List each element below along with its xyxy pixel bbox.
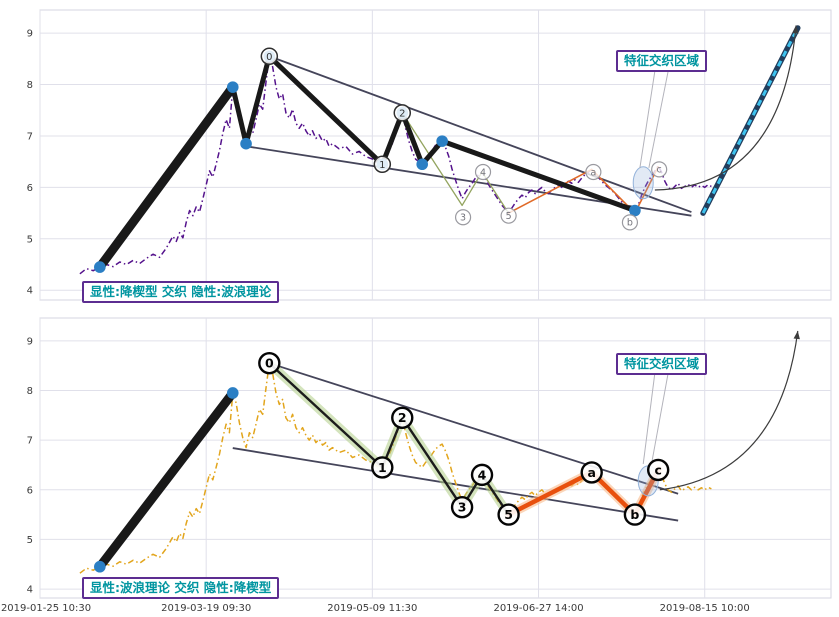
- trendline: [269, 55, 692, 213]
- wave-point-circle: [454, 209, 472, 226]
- pivot-dot: [94, 261, 106, 273]
- panel-top: 4 5 6 7 8 9 0 1 2 3 4 5 a b c: [27, 9, 832, 301]
- panel-bottom: 4 5 6 7 8 9 0 1 2 3 4 5 a b c: [27, 317, 832, 599]
- wave-point-circle: [621, 214, 639, 231]
- pivot-dot: [240, 137, 252, 150]
- wave-point-label: a: [590, 167, 596, 178]
- model-segment: [95, 388, 238, 572]
- pivot-dot: [629, 204, 641, 217]
- annotation-top-chart: 特征交织区域: [616, 50, 708, 72]
- wave-path: [507, 166, 660, 214]
- wave-point-circle: [371, 456, 394, 479]
- wave-path: [506, 467, 661, 517]
- pivot-dot: [226, 387, 239, 399]
- wave-point-label: 5: [504, 507, 513, 522]
- wave-point-circle: [651, 161, 668, 178]
- plot-frame: [39, 317, 832, 599]
- wave-point-circle: [585, 163, 602, 181]
- wave-point-label: c: [657, 165, 662, 176]
- annotation-leader-line: [639, 71, 656, 168]
- wave-point-label: c: [654, 462, 661, 477]
- legend-bottom-chart: 显性:波浪理论 交织 隐性:降楔型: [82, 577, 280, 599]
- legend-top-chart: 显性:降楔型 交织 隐性:波浪理论: [82, 281, 280, 303]
- wave-point-circle: [470, 463, 494, 487]
- y-tick-label: 6: [27, 183, 33, 194]
- arrow-head: [792, 25, 799, 34]
- x-axis-label: 2019-03-19 09:30: [161, 603, 251, 614]
- x-axis-label: 2019-05-09 11:30: [327, 603, 417, 614]
- wave-point-label: 1: [379, 160, 385, 171]
- wave-point-circle: [474, 163, 492, 181]
- wave-point-label: 2: [398, 410, 407, 425]
- wave-point-label: 1: [378, 460, 387, 475]
- wave-point-label: a: [587, 465, 595, 480]
- wave-point-label: 4: [478, 467, 487, 482]
- trendline: [269, 362, 679, 495]
- x-axis-label: 2019-06-27 14:00: [493, 603, 583, 614]
- wave-point-circle: [258, 351, 281, 375]
- wave-point-circle: [391, 406, 414, 429]
- wave-point-circle: [646, 458, 670, 482]
- wave-point-circle: [450, 495, 474, 519]
- y-tick-label: 4: [27, 286, 33, 297]
- wave-point-circle: [373, 155, 392, 174]
- plot-frame: [39, 9, 832, 301]
- y-tick-label: 9: [27, 336, 33, 347]
- wave-point-label: 3: [458, 500, 467, 515]
- annotation-leader-line: [648, 71, 669, 168]
- y-tick-label: 8: [27, 386, 33, 397]
- wave-point-label: 2: [399, 108, 405, 119]
- model-segment: [95, 82, 238, 272]
- x-axis-label: 2019-08-15 10:00: [660, 603, 750, 614]
- wave-point-label: 5: [506, 211, 512, 222]
- wave-point-label: 3: [460, 213, 466, 224]
- annotation-bottom-chart: 特征交织区域: [616, 353, 708, 375]
- wave-point-circle: [623, 503, 647, 526]
- y-tick-label: 9: [27, 29, 33, 40]
- x-axis-label: 2019-01-25 10:30: [1, 603, 91, 614]
- pivot-dot: [416, 158, 429, 171]
- wave-path: [401, 112, 510, 214]
- wave-point-label: 0: [265, 356, 274, 371]
- y-tick-label: 5: [27, 234, 33, 245]
- wave-point-label: b: [630, 507, 639, 522]
- y-tick-label: 8: [27, 80, 33, 91]
- pivot-dot: [94, 560, 106, 573]
- pivot-dot: [436, 135, 448, 147]
- wave-point-circle: [393, 104, 412, 122]
- wave-point-circle: [500, 207, 517, 224]
- highlight-ellipse: [632, 166, 654, 200]
- wave-point-label: b: [627, 218, 633, 229]
- trajectory-arrow: [654, 25, 797, 191]
- y-tick-label: 4: [27, 585, 33, 596]
- arrow-head: [793, 330, 800, 340]
- wave-point-label: 0: [266, 52, 272, 63]
- y-tick-label: 6: [27, 485, 33, 496]
- y-tick-label: 7: [27, 131, 33, 142]
- wave-point-circle: [580, 461, 603, 484]
- projection-line-dash: [701, 27, 800, 214]
- trajectory-arrow: [659, 330, 799, 491]
- wave-point-circle: [260, 47, 279, 66]
- pivot-dot: [226, 81, 239, 93]
- annotation-leader-line: [642, 373, 656, 465]
- wave-point-label: 4: [480, 167, 486, 178]
- wave-point-circle: [497, 503, 520, 526]
- price-line: [79, 55, 712, 275]
- y-tick-label: 5: [27, 535, 33, 546]
- annotation-leader-line: [651, 373, 669, 465]
- y-tick-label: 7: [27, 436, 33, 447]
